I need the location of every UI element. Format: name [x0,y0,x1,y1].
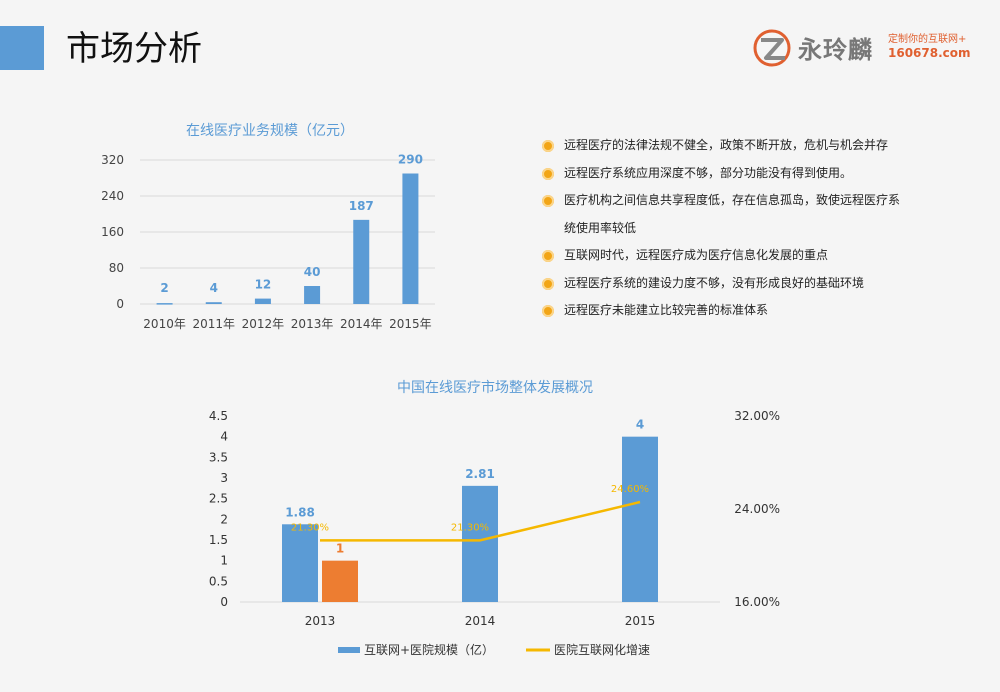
chart-legend: 互联网+医院规模（亿） 医院互联网化增速 [338,642,650,657]
chart-title: 在线医疗业务规模（亿元） [186,123,354,139]
data-label: 2 [160,281,168,295]
logo-name: 永玲麟 [798,36,873,64]
data-label: 4 [210,281,218,295]
x-tick-label: 2015 [625,614,656,628]
x-tick-label: 2015年 [389,317,432,331]
data-label: 290 [398,153,423,167]
data-label: 187 [349,199,374,213]
y-tick-label: 160 [101,225,124,239]
data-label: 1.88 [285,505,315,519]
bar [322,560,358,602]
growth-line [320,500,641,542]
bar [254,298,271,304]
bar [205,302,222,304]
logo-mark-icon [753,29,791,67]
y-tick-label: 0.5 [209,574,228,588]
title-accent-bar [0,26,44,70]
line-data-label: 21.30% [451,522,489,533]
bar [353,219,370,304]
brand-logo[interactable]: 永玲麟 定制你的互联网+ 160678.com [752,26,992,72]
x-tick-label: 2013 [305,614,336,628]
x-tick-label: 2013年 [291,317,334,331]
legend-label: 互联网+医院规模（亿） [364,642,494,657]
x-tick-label: 2014 [465,614,496,628]
bar [304,286,321,304]
y-tick-label: 1 [220,554,228,568]
y-tick-label: 0 [116,297,124,311]
list-item: 远程医疗系统应用深度不够，部分功能没有得到使用。 [540,160,960,188]
data-label: 2.81 [465,467,495,481]
bullet-dot-icon [542,277,554,290]
bar [622,436,658,602]
line-data-label: 24.60% [611,484,649,495]
data-label: 4 [636,418,644,432]
line-data-label: 21.30% [291,522,329,533]
y-tick-label: 2.5 [209,492,228,506]
x-tick-label: 2011年 [192,317,235,331]
list-item: 远程医疗的法律法规不健全，政策不断开放，危机与机会并存 [540,132,960,160]
y2-tick-label: 16.00% [734,595,780,609]
bar [402,173,419,304]
logo-url: 160678.com [888,46,971,60]
x-tick-label: 2012年 [242,317,285,331]
x-tick-label: 2010年 [143,317,186,331]
y2-tick-label: 24.00% [734,502,780,516]
data-label: 40 [304,265,321,279]
bullet-dot-icon [542,250,554,262]
legend-label: 医院互联网化增速 [554,643,650,657]
x-tick-label: 2014年 [340,317,383,331]
data-label: 12 [255,278,272,292]
data-label: 1 [336,542,344,556]
y-tick-label: 3.5 [209,450,228,464]
list-item: 远程医疗未能建立比较完善的标准体系 [540,297,960,325]
bullet-dot-icon [542,305,554,317]
logo-tagline: 定制你的互联网+ [888,34,967,45]
bar [282,524,318,602]
y2-tick-label: 32.00% [734,409,780,423]
online-medical-scale-chart: 在线医疗业务规模（亿元） 0 80 160 240 320 2 4 12 40 187 290 2… [101,123,435,331]
page-title: 市场分析 [66,29,202,69]
y-tick-label: 3 [220,471,228,485]
y-tick-label: 4.5 [209,409,228,423]
list-item: 互联网时代，远程医疗成为医疗信息化发展的重点 [540,242,960,270]
y-tick-label: 2 [220,512,228,526]
bullet-dot-icon [542,195,554,207]
list-item-continued: 统使用率较低 [564,220,637,235]
china-online-medical-market-chart: 中国在线医疗市场整体发展概况 0 0.5 1 1.5 2 2.5 3 3.5 4 4.5 16.0… [209,379,780,657]
legend-bar-swatch [338,647,360,653]
bar [156,303,173,305]
analysis-bullet-list: 远程医疗的法律法规不健全，政策不断开放，危机与机会并存 远程医疗系统应用深度不够… [540,132,960,325]
y-tick-label: 0 [220,595,228,609]
y-tick-label: 240 [101,189,124,203]
list-item: 远程医疗系统的建设力度不够，没有形成良好的基础环境 [540,270,960,298]
y-tick-label: 4 [220,430,228,444]
bullet-dot-icon [542,167,554,180]
bar [462,485,498,602]
list-item: 医疗机构之间信息共享程度低，存在信息孤岛，致使远程医疗系 [540,187,960,215]
y-tick-label: 80 [109,261,124,275]
y-tick-label: 320 [101,153,124,167]
chart-title: 中国在线医疗市场整体发展概况 [397,379,593,396]
y-tick-label: 1.5 [209,533,228,547]
bullet-dot-icon [542,140,554,152]
